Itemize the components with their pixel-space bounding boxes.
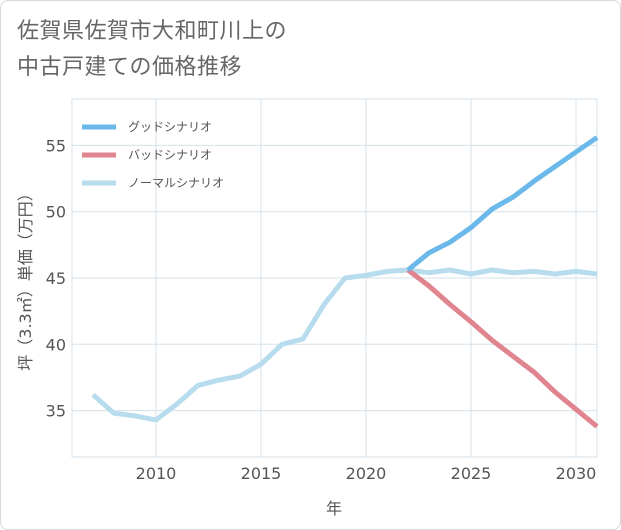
y-axis-label: 坪（3.3㎡）単価（万円） <box>16 185 35 370</box>
legend-label-good: グッドシナリオ <box>128 120 212 134</box>
x-tick-label-2030: 2030 <box>556 464 597 483</box>
x-tick-label-2020: 2020 <box>346 464 387 483</box>
legend-label-normal: ノーマルシナリオ <box>128 176 224 190</box>
x-tick-label-2010: 2010 <box>136 464 177 483</box>
chart-title: 佐賀県佐賀市大和町川上の 中古戸建ての価格推移 <box>17 14 287 86</box>
x-tick-label-2015: 2015 <box>241 464 282 483</box>
series-line-good <box>406 135 599 272</box>
series-line-normal <box>91 267 598 423</box>
chart-title-line-2: 中古戸建ての価格推移 <box>17 55 243 80</box>
x-axis-label: 年 <box>326 499 342 518</box>
series-line-bad <box>406 268 599 429</box>
y-tick-label-45: 45 <box>46 269 66 288</box>
series-lines <box>91 135 599 429</box>
legend-label-bad: バッドシナリオ <box>128 148 212 162</box>
y-tick-label-35: 35 <box>46 402 66 421</box>
tick-labels: 2010 2015 2020 2025 2030 35 40 45 50 55 <box>46 136 597 483</box>
y-tick-label-55: 55 <box>46 136 66 155</box>
y-tick-label-50: 50 <box>46 203 66 222</box>
gridlines <box>72 99 597 457</box>
x-tick-label-2025: 2025 <box>451 464 492 483</box>
chart-title-line-1: 佐賀県佐賀市大和町川上の <box>17 19 288 44</box>
y-tick-label-40: 40 <box>46 335 66 354</box>
